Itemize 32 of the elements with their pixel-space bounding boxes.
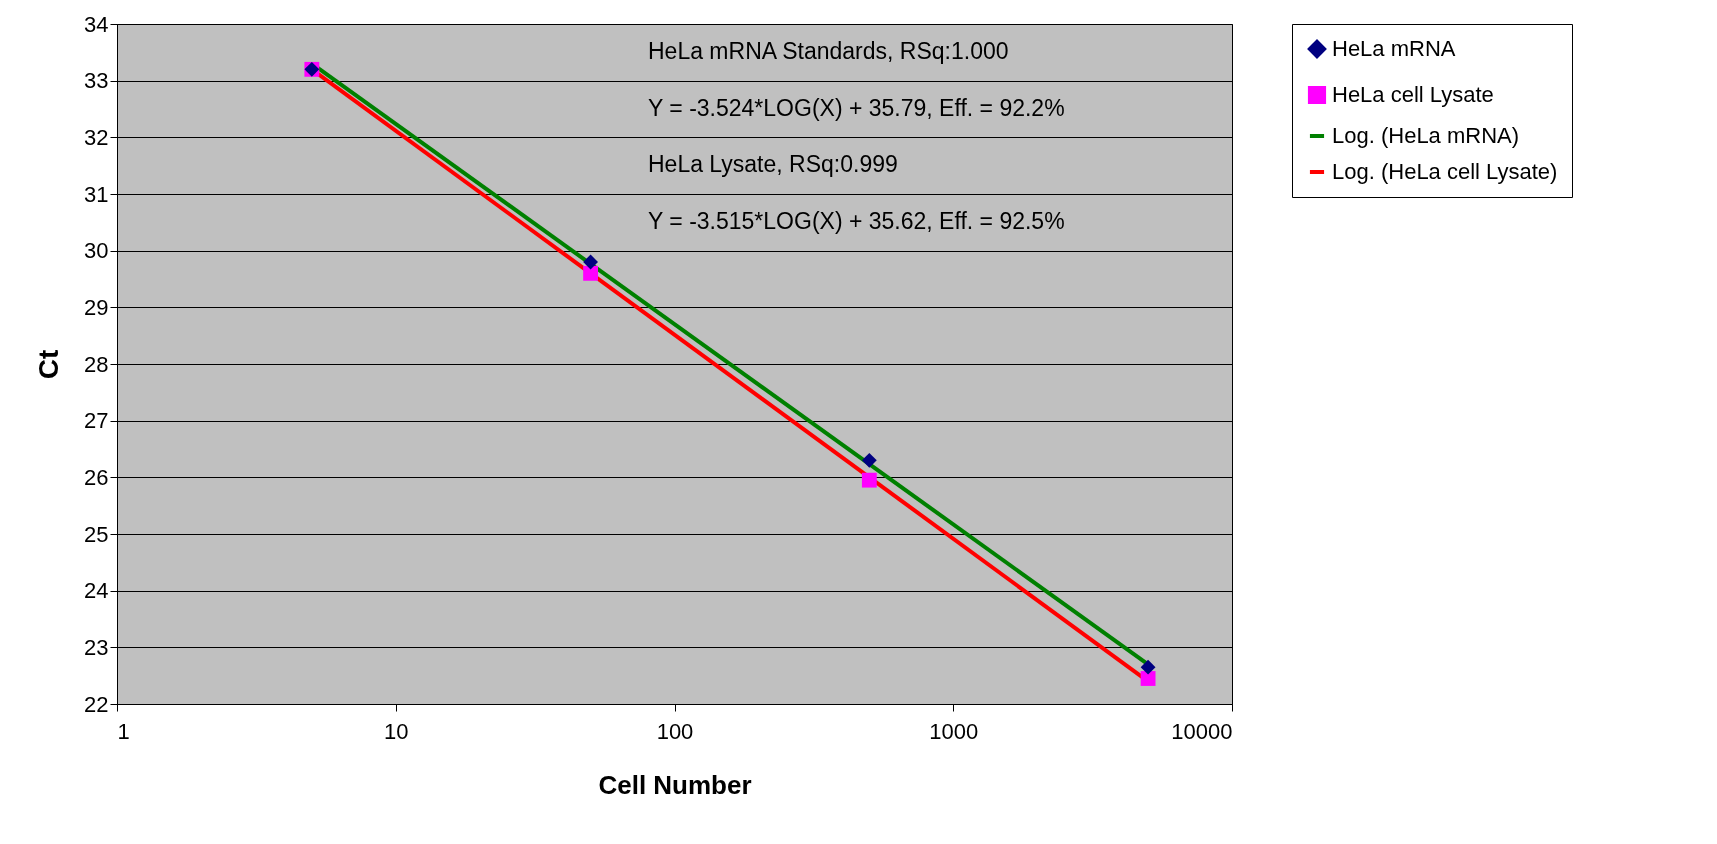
x-axis-title: Cell Number [598,769,752,800]
legend-label: HeLa mRNA [1332,36,1456,61]
point [1140,659,1156,675]
x-tick-label: 10000 [1171,718,1233,744]
legend-label: Log. (HeLa cell Lysate) [1332,159,1558,184]
y-tick-label: 25 [84,521,109,547]
y-tick-label: 29 [84,294,109,320]
y-tick-label: 27 [84,408,109,434]
x-tick-label: 10 [384,718,409,744]
point [1140,671,1156,686]
y-tick-label: 23 [84,634,109,660]
legend-label: HeLa cell Lysate [1332,82,1494,107]
y-tick-label: 28 [84,351,109,377]
point [583,265,598,281]
point [861,472,877,488]
x-tick-label: 100 [656,718,694,744]
y-tick-label: 24 [84,578,109,604]
text: HeLa mRNA Standards, RSq:1.000 Y = -3.524*LOG(X) + 35.79, Eff. = 92.2% [648,38,1065,121]
y-tick-label: 22 [84,691,109,717]
point [861,452,877,468]
y-axis-title: Ct [33,349,65,380]
y-tick-label: 32 [84,124,109,150]
x-tick-label: 1000 [929,718,979,744]
y-tick-label: 34 [84,11,109,37]
y-tick-label: 30 [84,238,109,264]
y-tick-label: 26 [84,464,109,490]
y-tick-label: 33 [84,68,109,94]
point [583,254,598,270]
x-tick-label: 1 [117,718,130,744]
legend-label: Log. (HeLa mRNA) [1332,123,1520,148]
text: HeLa Lysate, RSq:0.999 Y = -3.515*LOG(X) + 35.62, Eff. = 92.5% [648,151,1065,234]
y-tick-label: 31 [84,181,109,207]
